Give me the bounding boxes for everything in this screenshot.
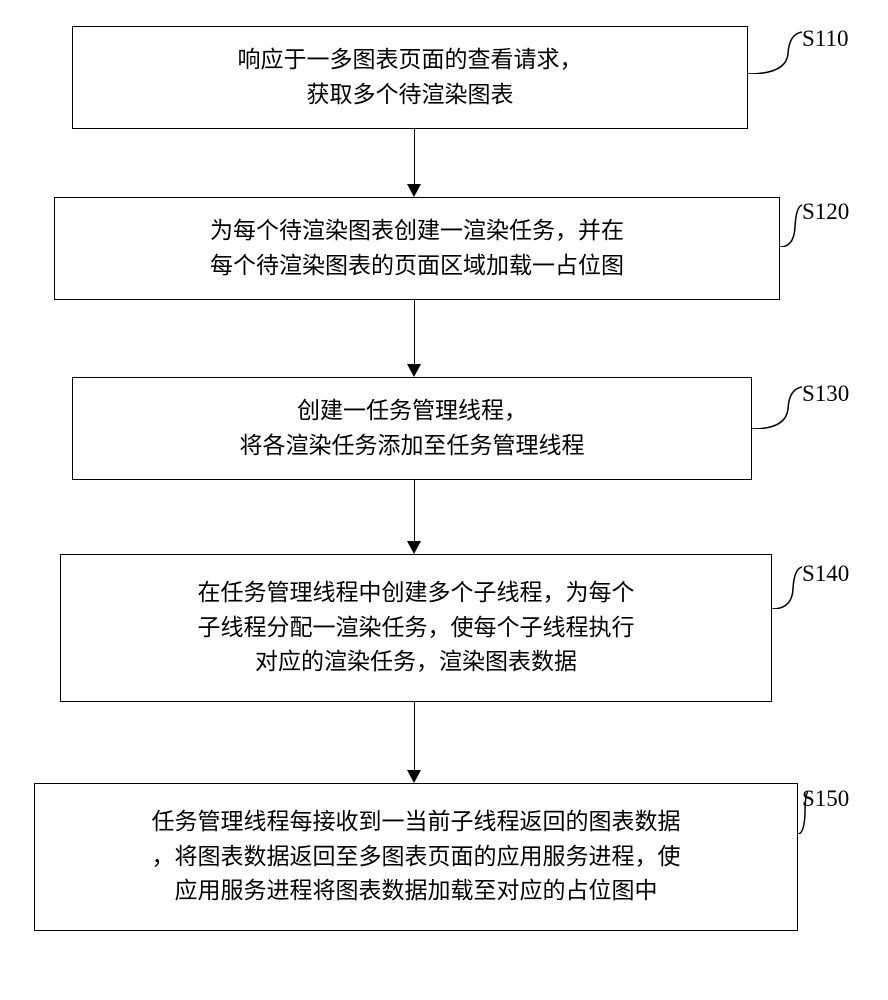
node-text-line: 子线程分配一渲染任务，使每个子线程执行 bbox=[198, 611, 635, 646]
step-label-s110: S110 bbox=[802, 26, 848, 52]
brace-icon bbox=[752, 381, 802, 429]
arrow-line bbox=[414, 480, 415, 541]
flow-node-s130: 创建一任务管理线程， 将各渲染任务添加至任务管理线程 bbox=[72, 377, 752, 480]
arrow-head-icon bbox=[407, 364, 421, 377]
flow-node-s120: 为每个待渲染图表创建一渲染任务，并在 每个待渲染图表的页面区域加载一占位图 bbox=[54, 197, 780, 300]
arrow-head-icon bbox=[407, 184, 421, 197]
flow-node-s150: 任务管理线程每接收到一当前子线程返回的图表数据 ，将图表数据返回至多图表页面的应… bbox=[34, 783, 798, 931]
node-text-line: 创建一任务管理线程， bbox=[297, 394, 527, 429]
arrow-line bbox=[414, 129, 415, 184]
flowchart-canvas: 响应于一多图表页面的查看请求， 获取多个待渲染图表 S110 为每个待渲染图表创… bbox=[0, 0, 888, 1000]
node-text-line: 响应于一多图表页面的查看请求， bbox=[238, 43, 583, 78]
flow-node-s140: 在任务管理线程中创建多个子线程，为每个 子线程分配一渲染任务，使每个子线程执行 … bbox=[60, 554, 772, 702]
node-text-line: 为每个待渲染图表创建一渲染任务，并在 bbox=[210, 214, 624, 249]
arrow-head-icon bbox=[407, 541, 421, 554]
node-text-line: 在任务管理线程中创建多个子线程，为每个 bbox=[198, 576, 635, 611]
arrow-head-icon bbox=[407, 770, 421, 783]
node-text-line: 每个待渲染图表的页面区域加载一占位图 bbox=[210, 249, 624, 284]
node-text-line: ，将图表数据返回至多图表页面的应用服务进程，使 bbox=[152, 840, 681, 875]
node-text-line: 对应的渲染任务，渲染图表数据 bbox=[255, 645, 577, 680]
arrow-line bbox=[414, 300, 415, 364]
step-label-s120: S120 bbox=[802, 199, 849, 225]
brace-icon bbox=[748, 26, 802, 74]
brace-icon bbox=[780, 199, 802, 247]
flow-node-s110: 响应于一多图表页面的查看请求， 获取多个待渲染图表 bbox=[72, 26, 748, 129]
node-text-line: 获取多个待渲染图表 bbox=[307, 78, 514, 113]
step-label-s150: S150 bbox=[802, 786, 849, 812]
node-text-line: 任务管理线程每接收到一当前子线程返回的图表数据 bbox=[152, 805, 681, 840]
brace-icon bbox=[772, 561, 802, 609]
node-text-line: 应用服务进程将图表数据加载至对应的占位图中 bbox=[175, 874, 658, 909]
step-label-s140: S140 bbox=[802, 561, 849, 587]
node-text-line: 将各渲染任务添加至任务管理线程 bbox=[240, 429, 585, 464]
step-label-s130: S130 bbox=[802, 381, 849, 407]
arrow-line bbox=[414, 702, 415, 770]
